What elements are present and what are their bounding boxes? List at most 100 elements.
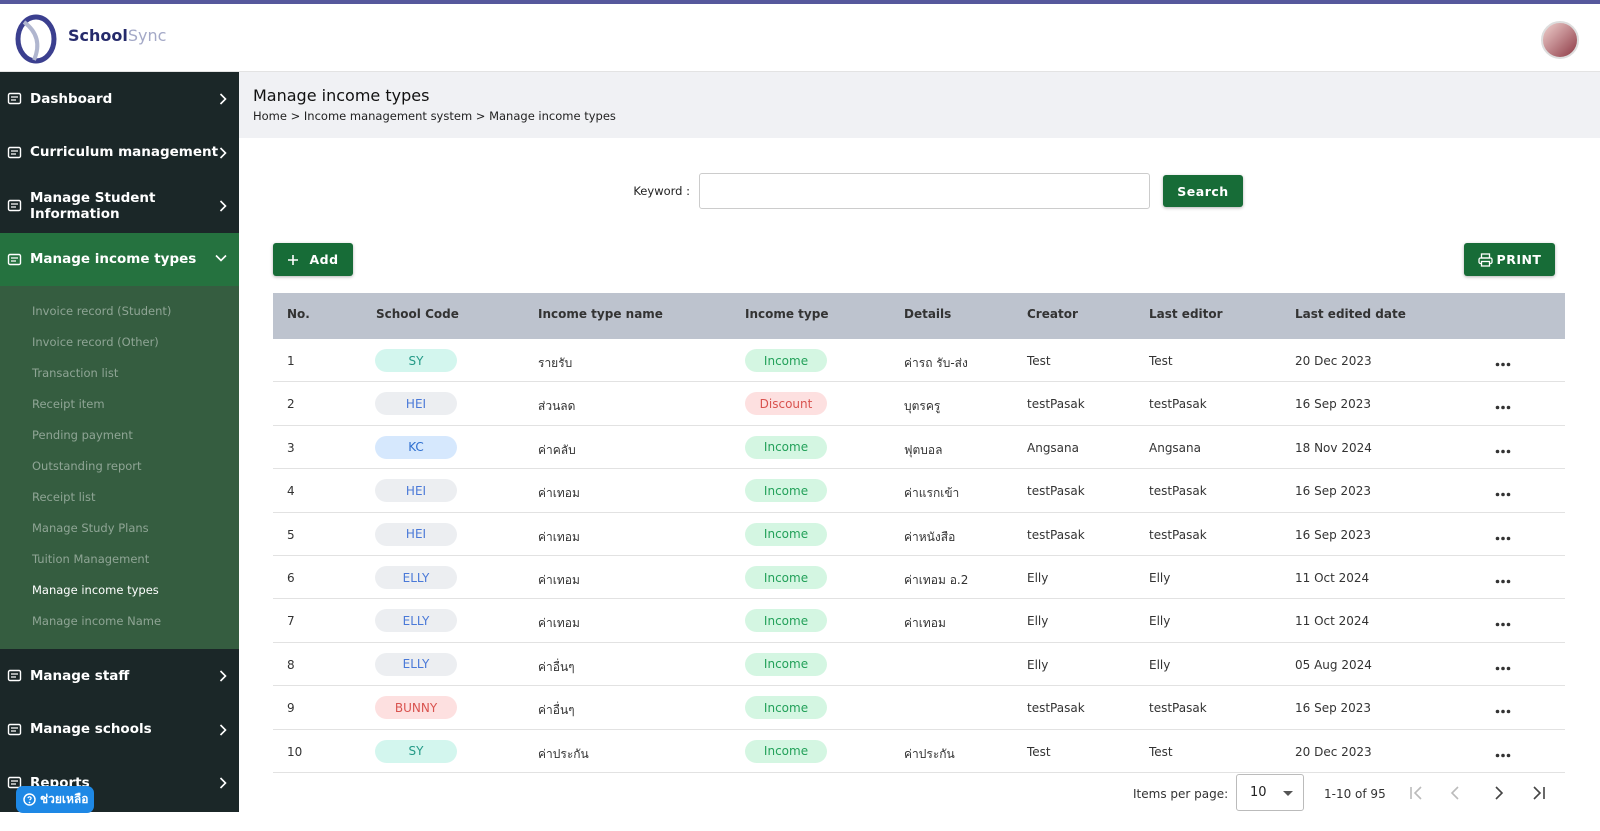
page-size-select[interactable]: 10 xyxy=(1236,774,1304,811)
submenu-item[interactable]: Tuition Management xyxy=(32,552,150,566)
add-button[interactable]: Add xyxy=(273,243,353,276)
menu-item[interactable]: Manage income types xyxy=(0,232,239,286)
table-cell: 6 xyxy=(287,571,295,585)
items-per-page-label: Items per page: xyxy=(1133,787,1229,801)
income-type-chip: Income xyxy=(745,435,827,459)
menu-label: Curriculum management xyxy=(30,144,219,160)
menu-item[interactable]: Manage staff xyxy=(0,649,239,702)
school-code-chip: SY xyxy=(375,739,457,763)
column-header: Last editor xyxy=(1149,307,1223,321)
row-menu-button[interactable] xyxy=(1495,660,1511,674)
logo-text[interactable]: SchoolSync xyxy=(68,26,166,45)
search-button[interactable]: Search xyxy=(1163,175,1243,207)
submenu-item[interactable]: Invoice record (Student) xyxy=(32,304,172,318)
row-menu-button[interactable] xyxy=(1495,747,1511,761)
table-cell: testPasak xyxy=(1027,484,1085,499)
table-row: 9 BUNNY ค่าอื่นๆ Income testPasak testPasak 16… xyxy=(273,686,1565,730)
avatar[interactable] xyxy=(1540,20,1580,60)
breadcrumb[interactable]: Home > Income management system > Manage… xyxy=(253,109,616,123)
icon xyxy=(219,93,227,105)
menu-item[interactable]: Curriculum management xyxy=(0,126,239,179)
submenu-item[interactable]: Receipt item xyxy=(32,397,105,411)
table-cell: ค่าเทอม xyxy=(538,573,580,587)
table-cell: 2 xyxy=(287,397,295,412)
table-cell: บุตรครู xyxy=(904,399,941,414)
table-cell: Elly xyxy=(1149,657,1171,672)
submenu-item[interactable]: Manage income types xyxy=(32,583,159,597)
row-menu-button[interactable] xyxy=(1495,486,1511,500)
table-cell: ค่าเทอม xyxy=(538,529,580,544)
column-header: Last edited date xyxy=(1295,307,1406,321)
table-cell: 5 xyxy=(287,527,295,542)
menu-item[interactable]: Dashboard xyxy=(0,72,239,125)
table-cell: 1 xyxy=(287,354,295,368)
top-accent xyxy=(0,0,1600,4)
table-cell: Test xyxy=(1027,354,1051,368)
table-cell: testPasak xyxy=(1027,701,1085,716)
table-row: 7 ELLY ค่าเทอม Income ค่าเทอม Elly Elly 11 Oct … xyxy=(273,599,1565,643)
row-menu-button[interactable] xyxy=(1495,616,1511,630)
table-cell: Angsana xyxy=(1027,440,1079,455)
row-menu-button[interactable] xyxy=(1495,356,1511,370)
column-header: Income type xyxy=(745,307,829,321)
submenu-item[interactable]: Outstanding report xyxy=(32,459,142,473)
table-cell: 20 Dec 2023 xyxy=(1295,744,1372,759)
table-cell: Angsana xyxy=(1149,440,1201,455)
column-header: Details xyxy=(904,307,952,321)
school-code-chip: ELLY xyxy=(375,566,457,589)
submenu-item[interactable]: Transaction list xyxy=(32,366,119,380)
help-button[interactable]: ช่วยเหลือ xyxy=(16,786,94,813)
row-menu-button[interactable] xyxy=(1495,573,1511,587)
print-button[interactable]: PRINT xyxy=(1464,243,1555,276)
logo-light: Sync xyxy=(127,26,167,45)
menu-item[interactable]: Manage schools xyxy=(0,703,239,756)
submenu-panel xyxy=(0,286,239,649)
icon xyxy=(219,200,227,212)
search-input[interactable] xyxy=(699,173,1150,209)
icon xyxy=(7,92,22,105)
logo-bold: School xyxy=(68,26,128,45)
table-cell: 16 Sep 2023 xyxy=(1295,527,1372,542)
header: SchoolSync xyxy=(0,4,1600,72)
table-cell: รายรับ xyxy=(538,356,573,370)
menu-label: Manage income types xyxy=(30,251,197,267)
school-code-chip: SY xyxy=(375,349,457,372)
table-row: 4 HEI ค่าเทอม Income ค่าแรกเข้า testPasak test… xyxy=(273,469,1565,513)
menu-item[interactable]: Manage Student Information xyxy=(0,179,239,232)
table-cell: 8 xyxy=(287,657,295,672)
icon xyxy=(219,777,227,789)
row-menu-button[interactable] xyxy=(1495,443,1511,457)
table-cell: testPasak xyxy=(1149,484,1207,499)
submenu-item[interactable]: Manage income Name xyxy=(32,614,162,628)
income-type-chip: Income xyxy=(745,696,827,720)
table-cell: ค่าเทอม xyxy=(538,486,580,501)
add-label: Add xyxy=(309,252,339,267)
table-cell: ฟุตบอล xyxy=(904,442,943,457)
icon xyxy=(7,723,22,735)
column-header: Creator xyxy=(1027,307,1078,321)
column-header: No. xyxy=(287,307,310,321)
table-cell: 16 Sep 2023 xyxy=(1295,397,1372,412)
table-cell: testPasak xyxy=(1149,397,1207,412)
table-cell: testPasak xyxy=(1027,527,1085,542)
submenu-item[interactable]: Manage Study Plans xyxy=(32,521,149,535)
submenu-item[interactable]: Pending payment xyxy=(32,428,133,442)
sidebar: Dashboard Curriculum management Manage Stu… xyxy=(0,72,239,812)
row-menu-button[interactable] xyxy=(1495,399,1511,413)
table-cell: 16 Sep 2023 xyxy=(1295,484,1372,499)
submenu-item[interactable]: Receipt list xyxy=(32,490,96,504)
income-type-chip: Income xyxy=(745,566,827,589)
school-code-chip: ELLY xyxy=(375,652,457,676)
row-menu-button[interactable] xyxy=(1495,530,1511,544)
table-cell: ค่าอื่นๆ xyxy=(538,703,575,718)
row-menu-button[interactable] xyxy=(1495,703,1511,717)
page-range: 1-10 of 95 xyxy=(1324,787,1386,801)
table-cell: 7 xyxy=(287,614,295,629)
column-header: School Code xyxy=(376,307,459,321)
column-header: Income type name xyxy=(538,307,663,321)
pager-buttons[interactable] xyxy=(1408,783,1558,803)
table-cell: Test xyxy=(1149,744,1173,759)
submenu-item[interactable]: Invoice record (Other) xyxy=(32,335,159,349)
title-band: Manage income types Home > Income manage… xyxy=(239,72,1600,138)
